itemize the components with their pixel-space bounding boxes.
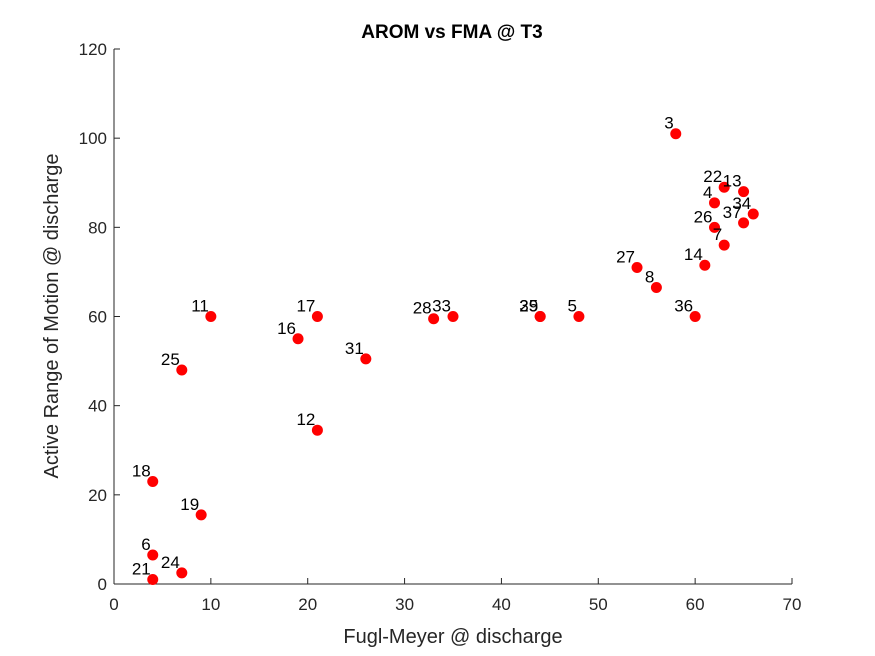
- data-point: [650, 282, 662, 294]
- data-point: [747, 208, 759, 220]
- data-point: [176, 567, 188, 579]
- point-label: 6: [141, 535, 150, 554]
- data-point: [709, 221, 721, 233]
- point-label: 26: [694, 207, 713, 226]
- data-point: [447, 311, 459, 322]
- x-tick-label: 30: [395, 595, 414, 614]
- point-label: 18: [132, 461, 151, 480]
- point-label: 14: [684, 245, 703, 264]
- y-tick-label: 20: [88, 486, 107, 505]
- point-label: 12: [296, 410, 315, 429]
- point-label: 11: [191, 297, 209, 316]
- point-label: 33: [432, 297, 451, 316]
- point-label: 21: [132, 560, 151, 579]
- point-label: 19: [180, 495, 199, 514]
- y-tick-label: 100: [79, 129, 107, 148]
- y-axis-title: Active Range of Motion @ discharge: [41, 154, 63, 479]
- data-point: [718, 181, 730, 193]
- chart-title: AROM vs FMA @ T3: [361, 22, 542, 43]
- data-point: [534, 311, 546, 322]
- point-label: 7: [713, 225, 722, 244]
- point-label: 27: [616, 247, 635, 266]
- x-tick-label: 40: [492, 595, 511, 614]
- axes: 0 10 20 30 40 50 60 70 0 20 40 60 80 100 120: [79, 40, 802, 614]
- point-label: 8: [645, 268, 654, 287]
- data-point: [311, 424, 323, 436]
- x-tick-label: 20: [298, 595, 317, 614]
- point-label: 36: [674, 297, 693, 316]
- point-label: 31: [345, 339, 364, 358]
- point-label: 37: [723, 203, 742, 222]
- y-tick-label: 0: [98, 575, 107, 594]
- point-label: 17: [296, 297, 315, 316]
- data-point: [718, 239, 730, 251]
- data-point: [670, 128, 682, 140]
- x-axis-title: Fugl-Meyer @ discharge: [343, 626, 562, 648]
- x-tick-label: 10: [201, 595, 220, 614]
- point-label: 3: [664, 114, 673, 133]
- data-point: [428, 313, 440, 325]
- x-tick-label: 50: [589, 595, 608, 614]
- data-point: [147, 475, 159, 487]
- data-point: [738, 217, 750, 229]
- point-label: 13: [723, 172, 742, 191]
- y-tick-label: 60: [88, 308, 107, 327]
- data-point: [360, 353, 372, 365]
- data-points: [147, 128, 759, 586]
- data-point: [147, 574, 159, 586]
- x-tick-label: 0: [109, 595, 118, 614]
- data-point: [699, 259, 711, 271]
- data-point: [631, 261, 643, 273]
- data-point: [311, 311, 323, 322]
- data-point: [709, 197, 721, 209]
- data-point: [738, 186, 750, 198]
- data-point: [195, 509, 207, 521]
- point-label: 22: [703, 167, 722, 186]
- point-label: 29: [519, 297, 538, 316]
- data-point: [205, 311, 217, 322]
- point-label: 28: [413, 299, 432, 318]
- y-tick-label: 80: [88, 218, 107, 237]
- point-label: 34: [732, 194, 751, 213]
- point-label: 4: [703, 183, 712, 202]
- data-point: [292, 333, 304, 345]
- data-point: [176, 364, 188, 376]
- point-label: 16: [277, 319, 296, 338]
- y-tick-label: 40: [88, 397, 107, 416]
- y-tick-label: 120: [79, 40, 107, 59]
- point-label: 35: [519, 297, 538, 316]
- point-label: 5: [567, 297, 576, 316]
- data-point: [689, 311, 701, 322]
- x-tick-label: 60: [686, 595, 705, 614]
- point-label: 24: [161, 553, 180, 572]
- data-point: [573, 311, 585, 322]
- x-tick-label: 70: [783, 595, 802, 614]
- point-label: 25: [161, 350, 180, 369]
- data-point: [147, 549, 159, 561]
